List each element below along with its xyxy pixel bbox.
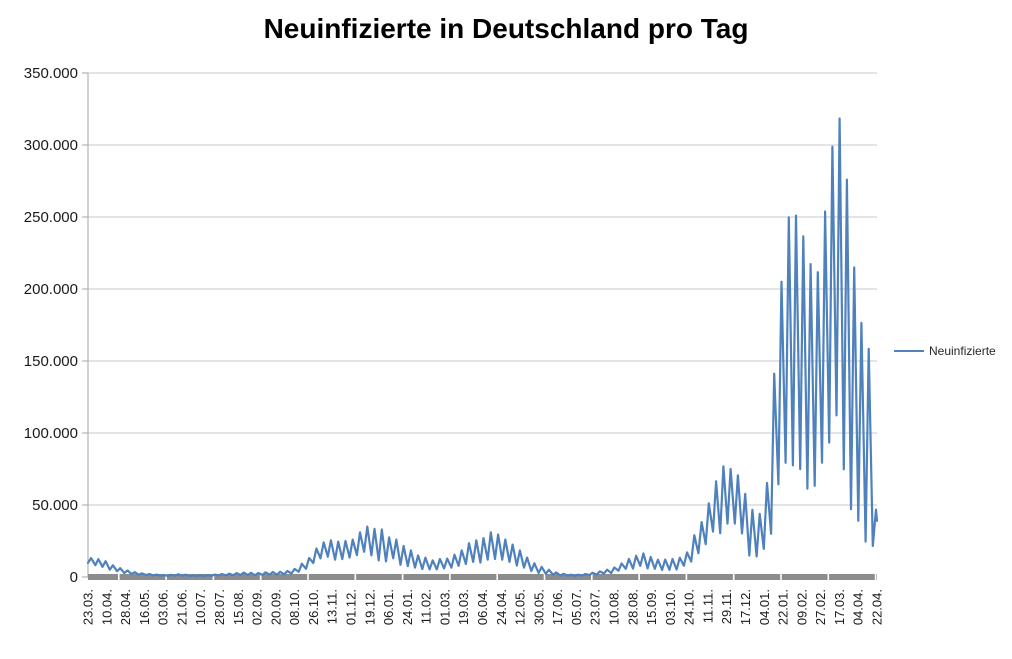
x-axis-notch [732, 574, 735, 580]
x-tick-label: 30.05. [531, 589, 546, 625]
x-tick-label: 11.02. [419, 589, 434, 624]
legend-line-swatch [894, 350, 924, 352]
x-tick-label: 06.01. [381, 589, 396, 625]
y-tick-label: 150.000 [24, 353, 78, 370]
x-tick-label: 19.12. [362, 589, 377, 625]
x-tick-label: 10.08. [607, 589, 622, 625]
x-axis-notch [874, 574, 877, 580]
y-tick-label: 50.000 [32, 497, 78, 514]
x-tick-label: 01.03. [437, 589, 452, 625]
x-axis-notch [307, 574, 309, 580]
x-tick-label: 22.04. [870, 589, 885, 625]
y-tick-label: 100.000 [24, 425, 78, 442]
x-tick-label: 26.10. [306, 589, 321, 625]
legend-label: Neuinfizierte [929, 344, 996, 358]
chart-title: Neuinfizierte in Deutschland pro Tag [263, 13, 749, 44]
x-axis-notch [543, 574, 546, 580]
x-axis-notch [449, 574, 451, 580]
x-tick-label: 20.09. [268, 589, 283, 625]
y-tick-label: 300.000 [24, 137, 78, 154]
series-line-neuinfizierte[interactable] [86, 117, 879, 578]
x-axis-notch [354, 574, 357, 580]
x-axis-notch [118, 574, 120, 580]
x-tick-label: 24.04. [494, 589, 509, 625]
x-tick-label: 02.09. [250, 589, 265, 625]
x-tick-label: 11.11. [700, 589, 715, 623]
x-tick-label: 10.04. [99, 589, 114, 625]
x-tick-label: 24.01. [400, 589, 415, 625]
x-tick-label: 08.10. [287, 589, 302, 625]
x-tick-label: 27.02. [813, 589, 828, 625]
x-tick-label: 06.04. [475, 589, 490, 625]
x-tick-label: 09.02. [794, 589, 809, 625]
x-axis-notch [827, 574, 830, 580]
x-tick-label: 04.04. [851, 589, 866, 625]
x-tick-label: 15.09. [644, 589, 659, 625]
x-tick-label: 01.12. [344, 589, 359, 625]
x-tick-label: 04.01. [757, 589, 772, 625]
x-tick-label: 13.11. [325, 589, 340, 624]
x-axis-notch [496, 574, 498, 580]
x-tick-label: 12.05. [513, 589, 528, 625]
x-axis-notch [259, 574, 262, 580]
x-axis-notch [212, 574, 215, 580]
legend[interactable]: Neuinfizierte [894, 344, 996, 358]
x-tick-label: 23.07. [588, 589, 603, 625]
x-tick-label: 19.03. [456, 589, 471, 625]
x-tick-label: 17.06. [550, 589, 565, 625]
x-axis-band [88, 574, 877, 580]
y-tick-label: 200.000 [24, 281, 78, 298]
x-axis-notch [780, 574, 782, 580]
x-axis-notch [685, 574, 688, 580]
x-tick-label: 21.06. [174, 589, 189, 625]
x-tick-label: 15.08. [231, 589, 246, 625]
x-tick-label: 23.03. [81, 589, 96, 625]
x-tick-label: 28.07. [212, 589, 227, 625]
x-tick-label: 03.10. [663, 589, 678, 625]
x-tick-label: 28.08. [625, 589, 640, 625]
x-tick-label: 29.11. [719, 589, 734, 624]
x-tick-label: 22.01. [776, 589, 791, 625]
y-tick-label: 250.000 [24, 209, 78, 226]
x-tick-label: 03.06. [156, 589, 171, 625]
x-axis-notch [591, 574, 593, 580]
x-axis-notch [165, 574, 167, 580]
x-tick-label: 17.12. [738, 589, 753, 625]
x-tick-label: 10.07. [193, 589, 208, 625]
y-tick-label: 350.000 [24, 65, 78, 82]
x-tick-label: 17.03. [832, 589, 847, 625]
y-tick-label: 0 [70, 569, 78, 586]
x-axis-notch [401, 574, 404, 580]
x-tick-label: 05.07. [569, 589, 584, 625]
x-tick-label: 24.10. [682, 589, 697, 625]
x-axis-notch [638, 574, 640, 580]
x-tick-label: 16.05. [137, 589, 152, 625]
x-tick-label: 28.04. [118, 589, 133, 625]
